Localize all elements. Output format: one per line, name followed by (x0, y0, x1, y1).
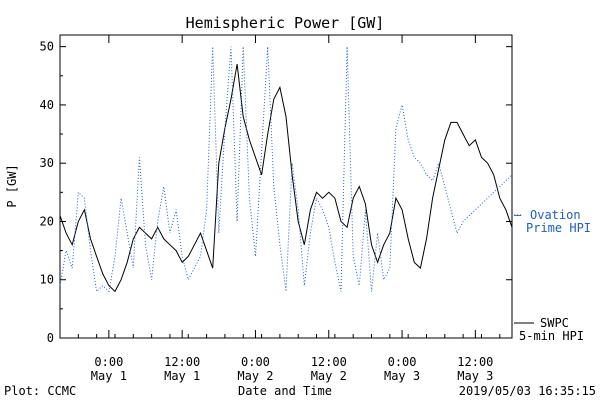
y-tick-label: 0 (47, 331, 54, 345)
legend-ovation-line1: Ovation (530, 208, 581, 222)
legend-swpc-line2: 5-min HPI (519, 329, 584, 343)
y-tick-label: 40 (40, 98, 54, 112)
x-tick-time-label: 0:00 (94, 355, 123, 369)
x-tick-date-label: May 3 (384, 369, 420, 383)
x-tick-time-label: 12:00 (311, 355, 347, 369)
series-ovation-line (59, 46, 513, 293)
y-axis-ticks: 0 10 20 30 40 50 (40, 40, 512, 345)
legend-ovation-line2: Prime HPI (526, 221, 591, 235)
series-layer (59, 46, 513, 293)
plot-credit: Plot: CCMC (4, 384, 76, 398)
x-tick-date-label: May 2 (237, 369, 273, 383)
legend-swpc-line1: SWPC (540, 316, 569, 330)
x-tick-date-label: May 1 (91, 369, 127, 383)
chart-title: Hemispheric Power [GW] (186, 14, 385, 32)
x-axis-label: Date and Time (238, 384, 332, 398)
y-tick-label: 50 (40, 40, 54, 54)
y-tick-label: 20 (40, 214, 54, 228)
x-tick-date-label: May 2 (311, 369, 347, 383)
x-tick-date-label: May 3 (457, 369, 493, 383)
series-swpc-line (59, 64, 513, 293)
y-axis-label: P [GW] (5, 164, 19, 207)
plot-timestamp: 2019/05/03 16:35:15 (459, 384, 596, 398)
y-tick-label: 10 (40, 273, 54, 287)
legend-ovation-dash: — (514, 208, 522, 222)
x-tick-time-label: 0:00 (388, 355, 417, 369)
y-tick-label: 30 (40, 156, 54, 170)
x-tick-time-label: 0:00 (241, 355, 270, 369)
x-tick-time-label: 12:00 (457, 355, 493, 369)
x-tick-time-label: 12:00 (164, 355, 200, 369)
x-tick-date-label: May 1 (164, 369, 200, 383)
plot-frame (59, 34, 513, 339)
